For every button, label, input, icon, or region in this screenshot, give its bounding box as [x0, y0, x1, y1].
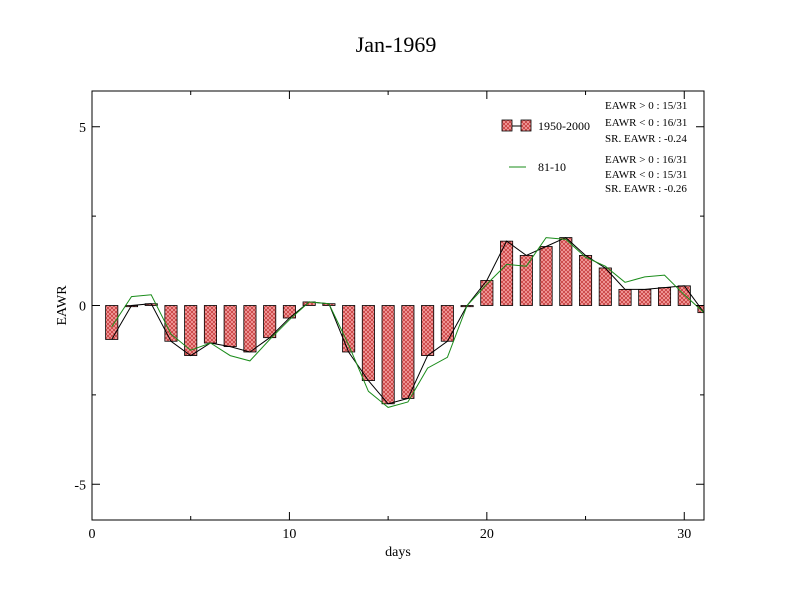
bar — [223, 305, 237, 348]
bar — [657, 287, 672, 306]
bar — [500, 240, 514, 306]
stat-bars-negative: EAWR < 0 : 16/31 — [605, 117, 687, 129]
stat-line-negative: EAWR < 0 : 15/31 — [605, 169, 687, 181]
y-tick-label: 0 — [79, 300, 86, 315]
legend: 1950-2000 81-10 — [501, 119, 590, 174]
bar — [105, 305, 119, 340]
bar — [184, 305, 198, 356]
bars-layer — [105, 237, 704, 405]
bar — [421, 305, 435, 356]
series-line-81-10 — [111, 237, 704, 408]
bar — [618, 289, 632, 306]
bar — [401, 305, 415, 399]
lines-layer — [111, 237, 704, 408]
stat-line-sum: SR. EAWR : -0.26 — [605, 183, 687, 195]
x-tick-label: 0 — [89, 527, 96, 542]
bar — [598, 267, 612, 306]
stats-block: EAWR > 0 : 15/31 EAWR < 0 : 16/31 SR. EA… — [605, 100, 687, 195]
legend-bar-swatch — [520, 119, 532, 132]
y-axis-label: EAWR — [55, 285, 70, 326]
bar — [203, 305, 217, 344]
bar — [361, 305, 375, 381]
x-tick-label: 10 — [282, 527, 296, 542]
legend-bar-label: 1950-2000 — [538, 119, 590, 133]
legend-bar-swatch — [501, 119, 513, 132]
stat-bars-positive: EAWR > 0 : 15/31 — [605, 100, 687, 112]
bar — [243, 305, 257, 353]
bar — [164, 305, 178, 342]
bar — [440, 305, 454, 342]
bar — [579, 255, 593, 306]
bar — [519, 255, 533, 306]
legend-line-label: 81-10 — [538, 160, 566, 174]
bar — [381, 305, 395, 405]
bar — [677, 285, 691, 306]
stat-bars-sum: SR. EAWR : -0.24 — [605, 133, 687, 145]
bar — [559, 237, 573, 306]
chart-title: Jan-1969 — [355, 32, 437, 57]
stat-line-positive: EAWR > 0 : 16/31 — [605, 154, 687, 166]
x-tick-label: 20 — [480, 527, 494, 542]
axes-layer: 0 10 20 30 -5 0 5 — [74, 91, 704, 542]
bar — [539, 246, 553, 306]
x-tick-label: 30 — [677, 527, 691, 542]
x-axis-label: days — [385, 545, 411, 560]
bar — [638, 289, 652, 306]
y-tick-label: -5 — [74, 478, 86, 493]
y-tick-label: 5 — [79, 121, 86, 136]
